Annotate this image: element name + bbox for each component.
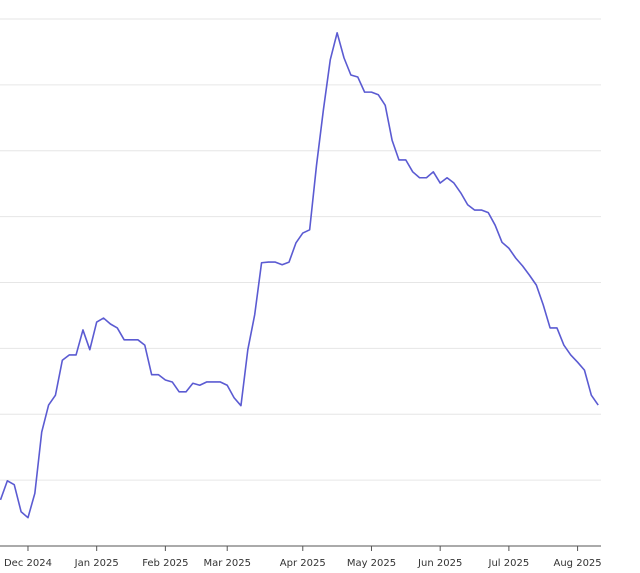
x-tick-label: Dec 2024 [4,558,52,569]
x-tick-label: Mar 2025 [203,558,251,569]
x-tick-label: Jun 2025 [417,558,462,569]
x-tick-label: Aug 2025 [554,558,602,569]
x-tick-label: May 2025 [347,558,396,569]
x-tick-label: Apr 2025 [280,558,326,569]
x-tick-label: Jul 2025 [488,558,530,569]
data-line [0,32,599,519]
x-tick-label: Jan 2025 [74,558,119,569]
x-tick-label: Feb 2025 [142,558,188,569]
